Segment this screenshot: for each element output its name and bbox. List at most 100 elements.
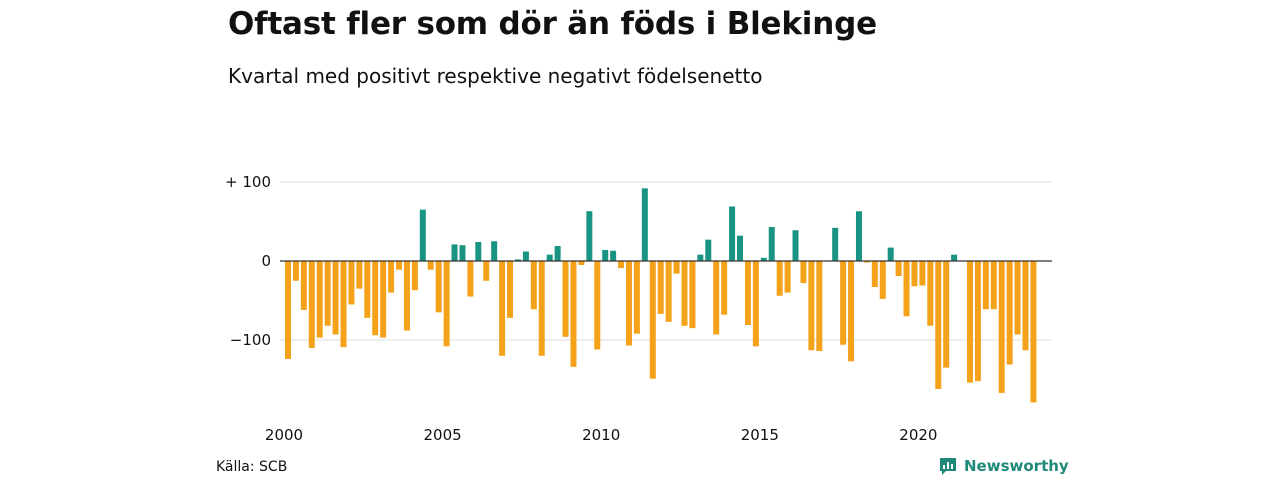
bar-positive (586, 211, 593, 261)
bar-negative (332, 261, 339, 335)
bar-negative (562, 261, 569, 337)
bar-negative (871, 261, 878, 288)
bar-positive (792, 230, 799, 261)
bar-positive (451, 244, 458, 261)
bar-negative (752, 261, 759, 347)
bar-positive (491, 241, 498, 261)
bar-negative (427, 261, 434, 270)
bar-negative (467, 261, 474, 297)
bar-negative (625, 261, 632, 346)
bar-negative (443, 261, 450, 347)
bar-negative (863, 261, 870, 263)
bar-positive (951, 254, 958, 261)
bar-positive (760, 257, 767, 261)
bar-negative (966, 261, 973, 383)
bar-positive (475, 242, 482, 261)
bar-negative (657, 261, 664, 314)
bar-negative (808, 261, 815, 351)
bar-negative (316, 261, 323, 338)
bar-negative (1022, 261, 1029, 351)
bar-negative (530, 261, 537, 310)
bar-positive (832, 227, 839, 261)
bar-positive (705, 239, 712, 261)
bar-negative (911, 261, 918, 287)
bar-negative (649, 261, 656, 379)
x-tick-label: 2010 (582, 426, 620, 444)
bar-negative (396, 261, 403, 270)
x-tick-label: 2005 (424, 426, 462, 444)
bar-negative (348, 261, 355, 305)
bar-negative (713, 261, 720, 335)
bar-positive (641, 188, 648, 261)
bar-negative (816, 261, 823, 352)
bar-positive (522, 251, 529, 261)
bar-negative (848, 261, 855, 362)
x-tick-label: 2000 (265, 426, 303, 444)
bar-negative (364, 261, 371, 318)
bar-negative (324, 261, 331, 326)
bar-negative (776, 261, 783, 296)
bar-negative (411, 261, 418, 291)
bar-negative (1006, 261, 1013, 365)
bar-negative (919, 261, 926, 286)
brand-logo: Newsworthy (938, 456, 1069, 476)
bar-negative (721, 261, 728, 315)
bar-positive (554, 245, 561, 261)
bar-positive (602, 249, 609, 261)
bars (285, 188, 1037, 403)
bar-negative (633, 261, 640, 334)
bar-negative (974, 261, 981, 382)
x-axis-labels: 2000 2005 2010 2015 2020 (265, 426, 938, 444)
y-axis-labels: + 100 0 −100 (225, 173, 271, 349)
bar-positive (610, 250, 617, 261)
bar-negative (594, 261, 601, 350)
bar-negative (499, 261, 506, 356)
bar-negative (292, 261, 299, 281)
bar-negative (784, 261, 791, 293)
bar-negative (681, 261, 688, 326)
bar-negative (800, 261, 807, 284)
bar-positive (697, 254, 704, 261)
bar-negative (403, 261, 410, 331)
chart-title: Oftast fler som dör än föds i Blekinge (228, 6, 877, 42)
bar-negative (689, 261, 696, 329)
bar-negative (840, 261, 847, 345)
bar-negative (903, 261, 910, 317)
brand-name: Newsworthy (964, 457, 1069, 475)
bar-negative (570, 261, 577, 367)
bar-positive (887, 247, 894, 261)
bar-negative (300, 261, 307, 310)
bar-negative (665, 261, 672, 322)
bar-negative (380, 261, 387, 338)
bar-positive (419, 209, 426, 261)
bar-negative (340, 261, 347, 348)
bar-negative (990, 261, 997, 310)
y-tick-label: −100 (230, 331, 271, 349)
bar-negative (1030, 261, 1037, 403)
y-tick-label: 0 (261, 252, 271, 270)
source-note: Källa: SCB (216, 459, 288, 475)
bar-negative (285, 261, 291, 359)
bar-negative (356, 261, 363, 289)
bar-negative (927, 261, 934, 326)
bar-negative (673, 261, 680, 274)
bar-negative (372, 261, 379, 336)
bar-negative (1014, 261, 1021, 335)
bar-negative (879, 261, 886, 299)
gridlines (280, 181, 1052, 341)
bar-negative (982, 261, 989, 310)
bar-negative (935, 261, 942, 389)
bar-negative (618, 261, 625, 269)
bar-positive (729, 206, 736, 261)
newsworthy-logo-icon (940, 458, 956, 475)
bar-negative (483, 261, 490, 281)
bar-negative (578, 261, 585, 265)
bar-positive (737, 235, 744, 261)
bar-negative (895, 261, 902, 277)
bar-positive (855, 211, 862, 261)
bar-positive (514, 259, 521, 261)
bar-negative (435, 261, 442, 313)
x-tick-label: 2020 (899, 426, 937, 444)
bar-negative (388, 261, 395, 293)
